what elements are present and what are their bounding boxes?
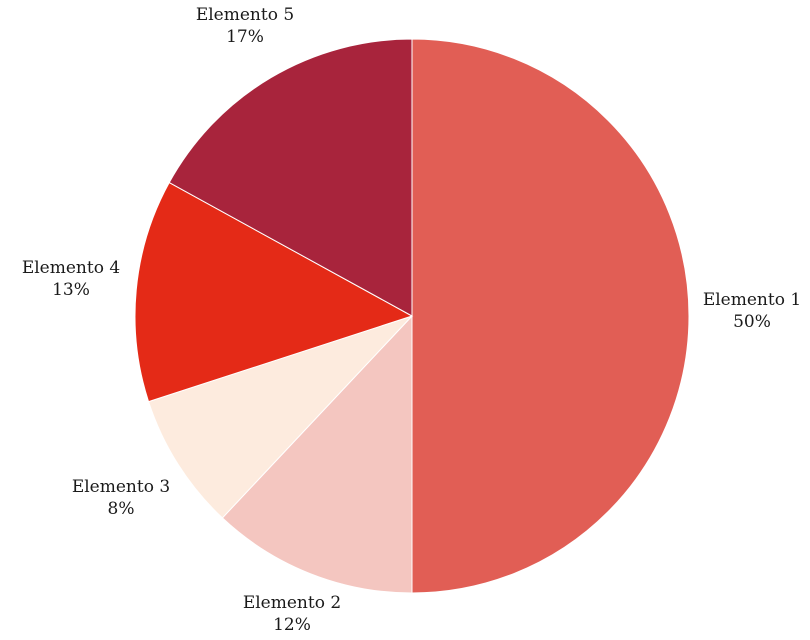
slice-percent-1: 50% [733,312,771,332]
slice-percent-4: 13% [52,280,90,300]
pie-slice-1 [411,38,690,594]
pie-slice-4 [134,181,414,403]
slice-label-2: Elemento 2 [243,593,341,613]
pie-slices [134,38,690,594]
slice-label-1: Elemento 1 [703,290,801,310]
slice-label-5: Elemento 5 [196,5,294,25]
slice-percent-3: 8% [108,499,135,519]
pie-slice-5 [168,38,413,317]
slice-label-4: Elemento 4 [22,258,120,278]
pie-slice-2 [221,314,413,594]
slice-percent-5: 17% [226,27,264,47]
slice-percent-2: 12% [273,615,311,635]
pie-labels: Elemento 150% Elemento 212% Elemento 38% El… [22,5,801,635]
slice-label-3: Elemento 3 [72,477,170,497]
pie-slice-3 [147,315,413,519]
